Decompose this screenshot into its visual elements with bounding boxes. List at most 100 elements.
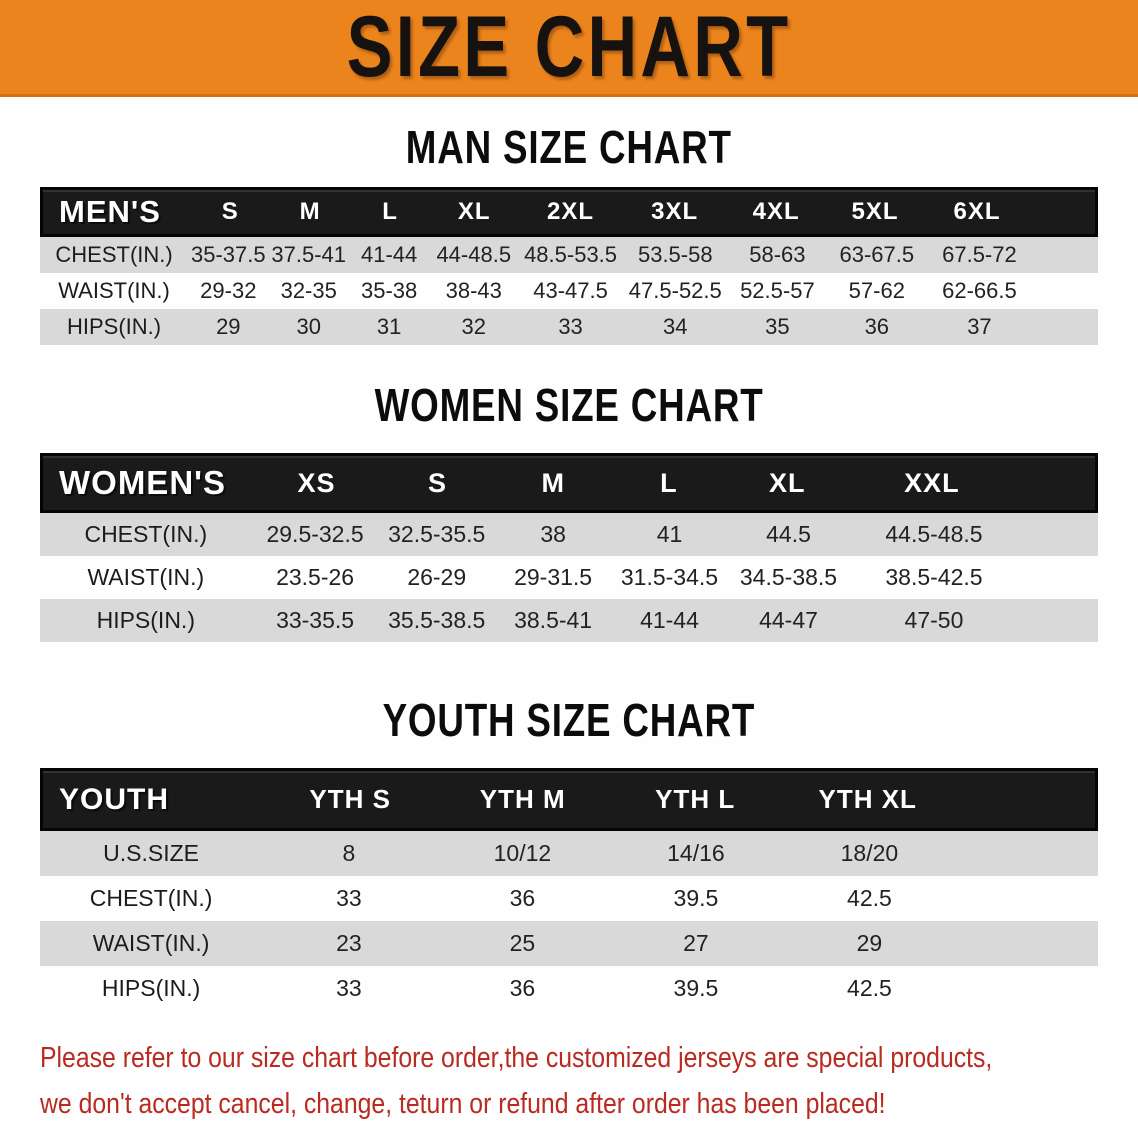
men-heading: MAN SIZE CHART	[405, 121, 733, 173]
value-cell: 57-62	[848, 278, 905, 303]
youth-hips-row: HIPS(IN.) 33 36 39.5 42.5	[40, 966, 1098, 1011]
value-cell: 47.5-52.5	[628, 278, 722, 303]
row-label-cell: WAIST(IN.)	[92, 930, 210, 956]
value-cell: 10/12	[493, 840, 552, 866]
value-cell: 41	[656, 521, 683, 547]
men-table: MEN'S S M L XL 2XL 3XL 4XL 5XL 6XL CHEST…	[40, 187, 1098, 345]
size-header-cell: YTH L	[655, 784, 736, 814]
value-cell: 29-32	[200, 278, 257, 303]
value-cell: 29-31.5	[514, 564, 593, 590]
value-cell: 38-43	[445, 278, 502, 303]
size-header-cell: XL	[457, 198, 491, 225]
value-cell: 48.5-53.5	[524, 242, 618, 267]
value-cell: 33	[336, 885, 362, 911]
size-header-cell: L	[660, 467, 678, 498]
value-cell: 31	[376, 314, 402, 339]
value-cell: 35	[765, 314, 790, 339]
value-cell: 36	[509, 975, 536, 1001]
value-cell: 38.5-42.5	[885, 564, 983, 590]
value-cell: 33	[558, 314, 583, 339]
value-cell: 14/16	[667, 840, 725, 866]
value-cell: 38	[540, 521, 566, 547]
value-cell: 8	[342, 840, 356, 866]
value-cell: 26-29	[407, 564, 467, 590]
men-header-label: MEN'S	[59, 194, 161, 229]
value-cell: 29.5-32.5	[266, 521, 364, 547]
youth-chest-row: CHEST(IN.) 33 36 39.5 42.5	[40, 876, 1098, 921]
value-cell: 23	[336, 930, 362, 956]
size-header-cell: L	[382, 198, 398, 225]
row-label-cell: HIPS(IN.)	[96, 607, 195, 633]
value-cell: 32	[461, 314, 486, 339]
row-label-cell: U.S.SIZE	[103, 840, 200, 866]
value-cell: 33	[336, 975, 362, 1001]
value-cell: 34	[663, 314, 688, 339]
value-cell: 25	[509, 930, 536, 956]
women-waist-row: WAIST(IN.) 23.5-26 26-29 29-31.5 31.5-34…	[40, 556, 1098, 599]
value-cell: 35-37.5	[191, 242, 266, 267]
value-cell: 37	[967, 314, 992, 339]
value-cell: 47-50	[904, 607, 964, 633]
women-table: WOMEN'S XS S M L XL XXL CHEST(IN.) 29.5-…	[40, 453, 1098, 642]
value-cell: 23.5-26	[276, 564, 355, 590]
value-cell: 44-48.5	[436, 242, 512, 267]
value-cell: 37.5-41	[271, 242, 347, 267]
women-chest-row: CHEST(IN.) 29.5-32.5 32.5-35.5 38 41 44.…	[40, 513, 1098, 556]
value-cell: 44-47	[759, 607, 818, 633]
value-cell: 53.5-58	[637, 242, 713, 267]
footer-note: Please refer to our size chart before or…	[40, 1035, 1138, 1127]
value-cell: 43-47.5	[533, 278, 608, 303]
size-header-cell: S	[427, 467, 447, 498]
size-header-cell: 4XL	[752, 198, 800, 225]
row-label-cell: HIPS(IN.)	[66, 314, 162, 339]
women-section: WOMEN SIZE CHART WOMEN'S XS S M L XL XXL…	[0, 381, 1138, 642]
value-cell: 32.5-35.5	[388, 521, 486, 547]
size-header-cell: YTH M	[479, 784, 566, 814]
value-cell: 38.5-41	[514, 607, 593, 633]
value-cell: 30	[296, 314, 321, 339]
size-header-cell: 3XL	[651, 198, 699, 225]
value-cell: 29	[856, 930, 883, 956]
value-cell: 31.5-34.5	[620, 564, 719, 590]
value-cell: 36	[864, 314, 890, 339]
men-heading-wrap: MAN SIZE CHART	[0, 123, 1138, 171]
size-header-cell: 2XL	[547, 198, 595, 225]
men-header-row: MEN'S S M L XL 2XL 3XL 4XL 5XL 6XL	[40, 187, 1098, 237]
value-cell: 34.5-38.5	[739, 564, 838, 590]
value-cell: 39.5	[673, 975, 719, 1001]
size-header-cell: XXL	[904, 467, 960, 498]
men-waist-row: WAIST(IN.) 29-32 32-35 35-38 38-43 43-47…	[40, 273, 1098, 309]
value-cell: 42.5	[847, 885, 892, 911]
value-cell: 52.5-57	[740, 278, 815, 303]
value-cell: 58-63	[749, 242, 806, 267]
value-cell: 42.5	[847, 975, 892, 1001]
men-section: MAN SIZE CHART MEN'S S M L XL 2XL 3XL 4X…	[0, 123, 1138, 345]
size-header-cell: YTH XL	[818, 784, 917, 814]
youth-heading-wrap: YOUTH SIZE CHART	[0, 696, 1138, 744]
size-header-cell: M	[299, 198, 321, 225]
women-header-label: WOMEN'S	[59, 464, 227, 501]
youth-header-row: YOUTH YTH S YTH M YTH L YTH XL	[40, 768, 1098, 831]
size-header-cell: XS	[297, 467, 336, 498]
size-header-cell: M	[541, 467, 565, 498]
value-cell: 18/20	[840, 840, 899, 866]
value-cell: 39.5	[673, 885, 719, 911]
youth-section: YOUTH SIZE CHART YOUTH YTH S YTH M YTH L…	[0, 696, 1138, 1011]
women-heading: WOMEN SIZE CHART	[374, 379, 764, 431]
value-cell: 35-38	[360, 278, 418, 303]
row-label-cell: WAIST(IN.)	[58, 278, 170, 303]
size-header-cell: XL	[769, 467, 806, 498]
size-header-cell: YTH S	[309, 784, 391, 814]
youth-header-label: YOUTH	[59, 782, 169, 816]
value-cell: 35.5-38.5	[388, 607, 486, 633]
banner: SIZE CHART	[0, 0, 1138, 97]
value-cell: 29	[216, 314, 241, 339]
women-heading-wrap: WOMEN SIZE CHART	[0, 381, 1138, 429]
row-label-cell: HIPS(IN.)	[101, 975, 201, 1001]
youth-heading: YOUTH SIZE CHART	[382, 694, 756, 746]
value-cell: 44.5-48.5	[885, 521, 983, 547]
women-header-row: WOMEN'S XS S M L XL XXL	[40, 453, 1098, 513]
size-header-cell: 5XL	[851, 198, 899, 225]
row-label-cell: CHEST(IN.)	[84, 521, 208, 547]
size-header-cell: S	[221, 198, 239, 225]
